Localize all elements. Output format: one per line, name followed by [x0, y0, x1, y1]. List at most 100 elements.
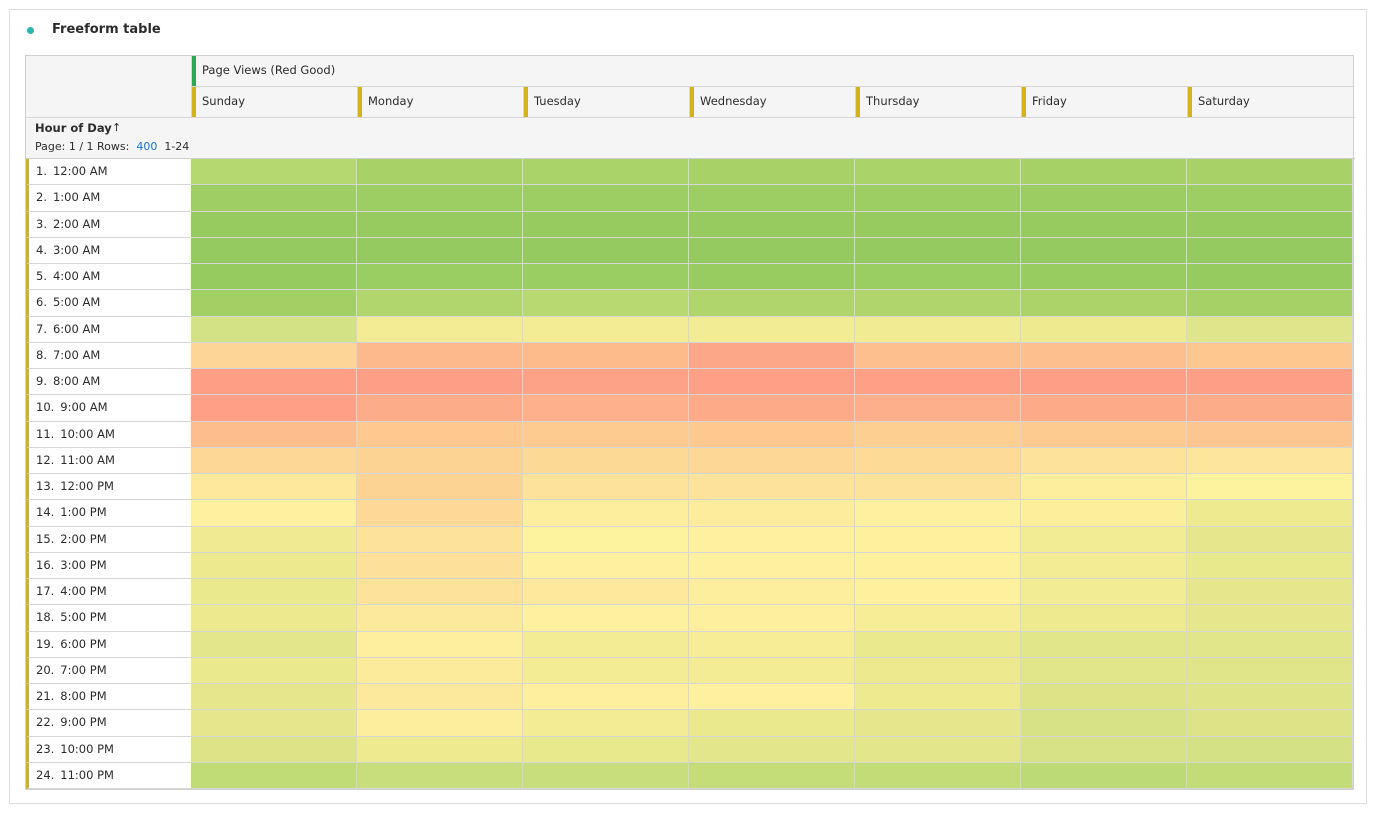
- heat-cell: [855, 500, 1021, 527]
- row-label[interactable]: 21. 8:00 PM: [26, 684, 191, 711]
- row-label[interactable]: 11. 10:00 AM: [26, 421, 191, 448]
- heat-cell: [1021, 474, 1187, 501]
- row-label[interactable]: 15. 2:00 PM: [26, 526, 191, 553]
- heat-cell: [689, 474, 855, 501]
- heat-cell: [689, 500, 855, 527]
- row-number: 23.: [36, 741, 55, 756]
- heat-cell: [191, 185, 357, 212]
- rows-select[interactable]: 400: [136, 140, 158, 153]
- heat-cell: [855, 264, 1021, 291]
- heat-cell: [523, 159, 689, 186]
- header-line: [523, 87, 524, 117]
- heat-cell: [1021, 710, 1187, 737]
- heat-cell: [1021, 605, 1187, 632]
- row-number: 14.: [36, 505, 55, 520]
- column-marker: [856, 87, 860, 117]
- row-label[interactable]: 24. 11:00 PM: [26, 762, 191, 789]
- column-header[interactable]: Thursday: [866, 94, 920, 108]
- column-header[interactable]: Wednesday: [700, 94, 767, 108]
- dimension-header[interactable]: Hour of Day: [35, 121, 112, 135]
- row-label[interactable]: 12. 11:00 AM: [26, 447, 191, 474]
- row-label[interactable]: 5. 4:00 AM: [26, 264, 191, 291]
- row-label[interactable]: 20. 7:00 PM: [26, 657, 191, 684]
- column-header[interactable]: Tuesday: [534, 94, 581, 108]
- row-label[interactable]: 23. 10:00 PM: [26, 736, 191, 763]
- heat-cell: [191, 342, 357, 369]
- row-label[interactable]: 6. 5:00 AM: [26, 290, 191, 317]
- sort-arrow: ↑: [112, 121, 122, 134]
- row-label[interactable]: 4. 3:00 AM: [26, 237, 191, 264]
- heat-cell: [1021, 159, 1187, 186]
- heat-cell: [1187, 605, 1353, 632]
- heat-cell: [357, 211, 523, 238]
- header-line: [689, 87, 690, 117]
- row-label[interactable]: 22. 9:00 PM: [26, 710, 191, 737]
- heat-cell: [1187, 185, 1353, 212]
- heat-cell: [689, 290, 855, 317]
- heat-cell: [689, 342, 855, 369]
- row-label[interactable]: 9. 8:00 AM: [26, 369, 191, 396]
- row-label[interactable]: 3. 2:00 AM: [26, 211, 191, 238]
- header-line: [357, 87, 358, 117]
- row-label[interactable]: 17. 4:00 PM: [26, 579, 191, 606]
- heat-cell: [523, 762, 689, 789]
- row-label[interactable]: 2. 1:00 AM: [26, 185, 191, 212]
- heat-cell: [1187, 369, 1353, 396]
- heat-cell: [855, 369, 1021, 396]
- row-hour: 8:00 PM: [60, 689, 107, 703]
- row-hour: 1:00 PM: [60, 505, 107, 520]
- row-label[interactable]: 13. 12:00 PM: [26, 474, 191, 501]
- heat-cell: [1187, 342, 1353, 369]
- row-label[interactable]: 8. 7:00 AM: [26, 342, 191, 369]
- pager-range: 1-24 of: [164, 140, 191, 153]
- heat-cell: [855, 710, 1021, 737]
- heat-cell: [1187, 500, 1353, 527]
- header-line: [191, 56, 192, 118]
- column-header[interactable]: Monday: [368, 94, 414, 108]
- heat-cell: [357, 237, 523, 264]
- metric-header[interactable]: Page Views (Red Good): [202, 63, 336, 77]
- heat-cell: [689, 316, 855, 343]
- heat-cell: [191, 237, 357, 264]
- heat-cell: [855, 185, 1021, 212]
- heat-cell: [855, 762, 1021, 789]
- heat-cell: [191, 736, 357, 763]
- pager-text: Page: 1 / 1 Rows:: [35, 140, 130, 153]
- heat-cell: [1021, 237, 1187, 264]
- column-header[interactable]: Saturday: [1198, 94, 1250, 108]
- heat-cell: [689, 237, 855, 264]
- heat-cell: [1187, 552, 1353, 579]
- freeform-table: Page Views (Red Good) Sunday Monday Tuesday…: [25, 55, 1355, 790]
- heat-cell: [1021, 500, 1187, 527]
- row-label[interactable]: 14. 1:00 PM: [26, 500, 191, 527]
- heat-cell: [1187, 211, 1353, 238]
- row-hour: 4:00 AM: [52, 269, 101, 283]
- heat-cell: [523, 474, 689, 501]
- row-number: 15.: [36, 531, 55, 546]
- heat-cell: [855, 736, 1021, 763]
- header-line: [191, 86, 1353, 87]
- row-label[interactable]: 10. 9:00 AM: [26, 395, 191, 422]
- row-label[interactable]: 19. 6:00 PM: [26, 631, 191, 658]
- row-number: 10.: [36, 400, 55, 415]
- heat-cell: [523, 605, 689, 632]
- row-number: 8.: [36, 347, 47, 362]
- heat-cell: [855, 552, 1021, 579]
- heat-cell: [357, 526, 523, 553]
- column-header[interactable]: Sunday: [202, 94, 246, 108]
- heat-cell: [191, 762, 357, 789]
- heat-cell: [523, 185, 689, 212]
- row-number: 21.: [36, 689, 55, 703]
- heat-cell: [1021, 395, 1187, 422]
- column-header[interactable]: Friday: [1032, 94, 1067, 108]
- row-label[interactable]: 16. 3:00 PM: [26, 552, 191, 579]
- heat-cell: [1187, 710, 1353, 737]
- heat-cell: [689, 605, 855, 632]
- row-label[interactable]: 1. 12:00 AM: [26, 159, 191, 186]
- row-number: 9.: [36, 374, 47, 388]
- heat-cell: [357, 342, 523, 369]
- row-label[interactable]: 7. 6:00 AM: [26, 316, 191, 343]
- row-number: 12.: [36, 452, 55, 467]
- row-hour: 10:00 AM: [60, 426, 115, 441]
- row-label[interactable]: 18. 5:00 PM: [26, 605, 191, 632]
